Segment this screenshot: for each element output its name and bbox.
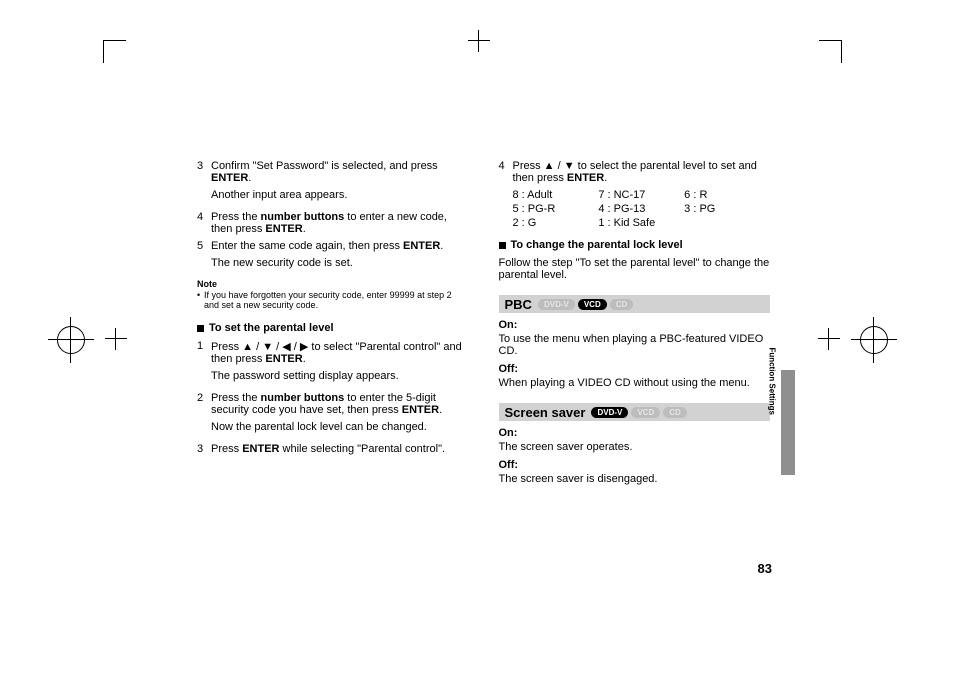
- section-label: Function Settings: [768, 347, 777, 415]
- on-label: On:: [499, 427, 771, 439]
- rating-cell: 6 : R: [684, 189, 770, 201]
- step-text: Press the number buttons to enter the 5-…: [211, 392, 469, 416]
- screensaver-bar: Screen saver DVD-VVCDCD: [499, 403, 771, 421]
- section-heading: To change the parental lock level: [499, 239, 771, 251]
- step-item: 3Press ENTER while selecting "Parental c…: [197, 443, 469, 455]
- rating-cell: 8 : Adult: [513, 189, 599, 201]
- registration-mark: [860, 326, 888, 354]
- note-heading: Note: [197, 279, 469, 289]
- on-label: On:: [499, 319, 771, 331]
- crop-cross: [818, 328, 840, 350]
- ratings-row: 8 : Adult7 : NC-176 : R: [513, 189, 771, 201]
- crop-mark: [103, 40, 126, 63]
- registration-mark: [57, 326, 85, 354]
- crop-cross: [468, 30, 490, 52]
- rating-cell: 7 : NC-17: [598, 189, 684, 201]
- square-bullet-icon: [499, 242, 506, 249]
- page-number: 83: [758, 561, 772, 576]
- step-item: 1Press ▲ / ▼ / ◀ / ▶ to select "Parental…: [197, 340, 469, 365]
- section-tab: [781, 370, 795, 475]
- square-bullet-icon: [197, 325, 204, 332]
- on-body: The screen saver operates.: [499, 441, 771, 453]
- step-text: Confirm "Set Password" is selected, and …: [211, 160, 469, 184]
- step-sub: Another input area appears.: [211, 189, 469, 201]
- step-sub: The password setting display appears.: [211, 370, 469, 382]
- format-badge: VCD: [631, 407, 660, 418]
- step-text: Press ENTER while selecting "Parental co…: [211, 443, 469, 455]
- rating-cell: 5 : PG-R: [513, 203, 599, 215]
- step-item: 5Enter the same code again, then press E…: [197, 240, 469, 252]
- on-body: To use the menu when playing a PBC-featu…: [499, 333, 771, 357]
- bar-title: PBC: [505, 297, 532, 312]
- step-sub: Now the parental lock level can be chang…: [211, 421, 469, 433]
- format-badge: CD: [663, 407, 687, 418]
- bar-title: Screen saver: [505, 405, 586, 420]
- rating-cell: 2 : G: [513, 217, 599, 229]
- step-item: 4Press the number buttons to enter a new…: [197, 211, 469, 235]
- page-content: Function Settings 83 3Confirm "Set Passw…: [197, 160, 770, 620]
- rating-cell: 1 : Kid Safe: [598, 217, 684, 229]
- body-text: Follow the step "To set the parental lev…: [499, 257, 771, 281]
- format-badge: DVD-V: [591, 407, 628, 418]
- format-badge: CD: [610, 299, 634, 310]
- note-body: •If you have forgotten your security cod…: [197, 290, 469, 310]
- off-body: When playing a VIDEO CD without using th…: [499, 377, 771, 389]
- ratings-table: 8 : Adult7 : NC-176 : R 5 : PG-R4 : PG-13…: [513, 189, 771, 229]
- crop-mark: [819, 40, 842, 63]
- step-item: 3Confirm "Set Password" is selected, and…: [197, 160, 469, 184]
- step-text: Press the number buttons to enter a new …: [211, 211, 469, 235]
- format-badge: DVD-V: [538, 299, 575, 310]
- off-body: The screen saver is disengaged.: [499, 473, 771, 485]
- step-text: Press ▲ / ▼ to select the parental level…: [513, 160, 771, 184]
- step-item: 4 Press ▲ / ▼ to select the parental lev…: [499, 160, 771, 184]
- step-item: 2Press the number buttons to enter the 5…: [197, 392, 469, 416]
- step-text: Press ▲ / ▼ / ◀ / ▶ to select "Parental …: [211, 340, 469, 365]
- ratings-row: 2 : G1 : Kid Safe: [513, 217, 771, 229]
- rating-cell: 4 : PG-13: [598, 203, 684, 215]
- rating-cell: 3 : PG: [684, 203, 770, 215]
- off-label: Off:: [499, 459, 771, 471]
- step-sub: The new security code is set.: [211, 257, 469, 269]
- section-heading: To set the parental level: [197, 322, 469, 334]
- crop-cross: [105, 328, 127, 350]
- right-column: 4 Press ▲ / ▼ to select the parental lev…: [499, 160, 771, 487]
- ratings-row: 5 : PG-R4 : PG-133 : PG: [513, 203, 771, 215]
- left-column: 3Confirm "Set Password" is selected, and…: [197, 160, 469, 487]
- step-text: Enter the same code again, then press EN…: [211, 240, 469, 252]
- pbc-bar: PBC DVD-VVCDCD: [499, 295, 771, 313]
- off-label: Off:: [499, 363, 771, 375]
- format-badge: VCD: [578, 299, 607, 310]
- rating-cell: [684, 217, 770, 229]
